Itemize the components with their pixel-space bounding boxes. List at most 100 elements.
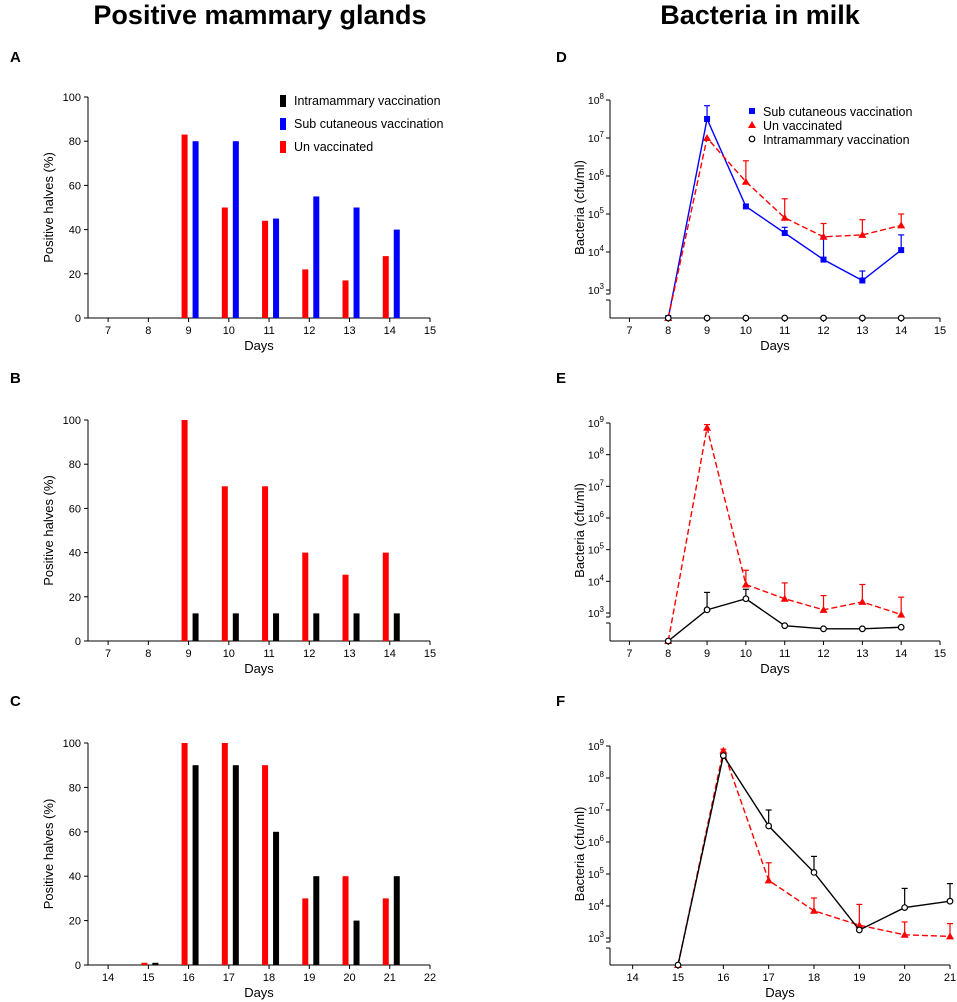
x-axis-title: Days [244,338,274,353]
bar-black [393,613,400,641]
y-tick-label: 108 [588,92,605,107]
point-square [749,108,755,114]
x-tick-label: 16 [182,972,194,984]
x-tick-label: 14 [627,972,639,984]
y-tick-label: 0 [75,960,81,972]
x-tick-label: 8 [665,325,671,337]
x-tick-label: 8 [145,648,151,660]
bar-black [353,613,360,641]
x-tick-label: 8 [665,648,671,660]
point-triangle [897,610,906,618]
x-tick-label: 10 [740,648,752,660]
x-tick-label: 7 [626,648,632,660]
bar-black [152,962,159,965]
bar-red [141,962,148,965]
x-tick-label: 7 [105,325,111,337]
x-tick-label: 21 [384,972,396,984]
x-tick-label: 13 [343,648,355,660]
legend-swatch [280,141,286,153]
x-tick-label: 10 [740,325,752,337]
point-circle [664,314,672,322]
point-circle [742,314,750,322]
x-tick-label: 11 [779,325,790,337]
legend-label: Sub cutaneous vaccination [763,105,912,119]
point-square [781,230,788,236]
y-tick-label: 105 [588,866,605,881]
bar-red [181,420,188,641]
bar-black [313,876,320,965]
bar-red [221,743,228,965]
point-triangle [810,906,818,914]
x-tick-label: 8 [145,325,151,337]
x-tick-label: 10 [223,648,235,660]
x-tick-label: 13 [343,325,355,337]
y-tick-label: 80 [69,782,81,794]
point-triangle [819,605,828,613]
x-tick-label: 15 [672,972,684,984]
bar-red [302,552,309,641]
point-triangle [946,932,954,940]
point-triangle [780,213,789,221]
y-tick-label: 40 [69,871,81,883]
x-axis-title: Days [244,985,274,1000]
x-axis-title: Days [765,985,795,1000]
point-circle [742,595,750,603]
y-tick-label: 103 [588,930,605,945]
bar-red [382,898,389,965]
x-tick-label: 14 [895,325,907,337]
y-tick-label: 105 [588,542,605,557]
x-axis-title: Days [244,661,274,676]
legend-swatch [280,95,286,107]
bar-blue [353,207,360,318]
point-circle [703,314,711,322]
bar-blue [192,141,199,318]
point-circle [781,622,789,630]
x-tick-label: 11 [263,325,274,337]
point-circle [858,314,866,322]
point-circle [897,623,905,631]
y-tick-label: 104 [588,244,605,259]
bar-red [181,134,188,318]
point-circle [820,625,827,633]
y-tick-label: 0 [75,313,81,325]
y-tick-label: 60 [69,503,81,515]
x-tick-label: 15 [424,648,436,660]
x-tick-label: 11 [263,648,274,660]
point-circle [901,904,909,911]
bar-black [273,613,280,641]
x-tick-label: 14 [384,648,396,660]
bar-black [232,765,239,965]
point-circle [810,869,818,876]
bar-red [302,269,309,318]
point-circle [664,637,672,645]
y-tick-label: 108 [588,447,605,462]
bar-black [313,613,320,641]
x-tick-label: 15 [934,648,946,660]
point-square [704,116,711,122]
panel-b: B 0 20 40 60 80 100 Positive halves (%) 7 8 9 10 11 1… [10,370,436,676]
point-triangle [764,876,773,884]
y-axis-title: Bacteria (cfu/ml) [572,483,587,578]
y-tick-label: 20 [69,916,81,928]
point-triangle [748,121,756,128]
panel-c: C 0 20 40 60 80 100 Positive halves (%) 14 15 16 17… [10,693,436,1000]
bar-black [192,613,199,641]
x-tick-label: 19 [853,972,865,984]
bar-black [353,920,360,965]
point-triangle [719,746,728,754]
x-tick-label: 20 [899,972,911,984]
y-tick-label: 106 [588,834,605,849]
point-circle [674,961,682,969]
point-circle [897,314,905,322]
x-tick-label: 14 [384,325,396,337]
x-tick-label: 9 [186,648,192,660]
y-axis-title: Positive halves (%) [41,152,56,263]
x-axis-title: Days [760,338,790,353]
panel-a: A 0 20 40 60 80 100 Positive halves (%) 7 8 9 10 11 1… [10,49,443,353]
bar-red [342,280,349,318]
point-circle [855,926,863,934]
x-tick-label: 11 [779,648,790,660]
x-tick-label: 7 [105,648,111,660]
